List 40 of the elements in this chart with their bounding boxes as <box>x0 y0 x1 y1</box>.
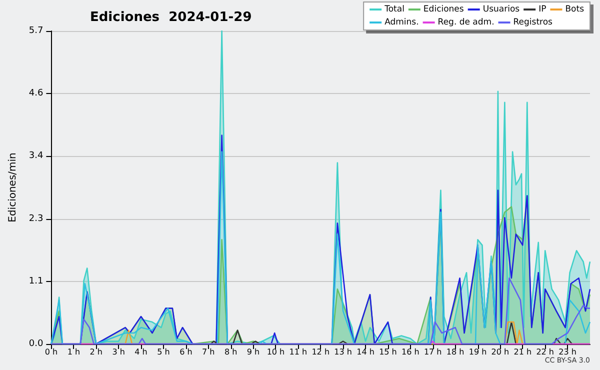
legend-label: Registros <box>513 18 554 28</box>
x-tick-label: 4 h <box>134 348 148 356</box>
x-tick-label: 19 h <box>468 348 487 356</box>
chart-title: Ediciones 2024-01-29 <box>90 10 252 25</box>
x-tick-label: 10 h <box>266 348 285 356</box>
legend-label: IP <box>538 4 546 14</box>
y-tick-label: 2.3 <box>28 214 44 224</box>
x-tick-label: 22 h <box>536 348 554 356</box>
y-tick-label: 1.1 <box>28 276 44 286</box>
legend-label: Bots <box>565 4 585 14</box>
x-tick-label: 12 h <box>312 348 330 356</box>
y-tick-label: 0.0 <box>28 339 44 349</box>
x-tick-label: 5 h <box>157 348 170 356</box>
x-tick-label: 8 h <box>224 348 238 356</box>
x-tick-label: 14 h <box>356 348 374 356</box>
legend-label: Reg. de adm. <box>438 18 494 28</box>
x-tick-label: 18 h <box>446 348 464 356</box>
x-tick-label: 1 h <box>67 348 80 356</box>
x-tick-label: 20 h <box>491 348 510 356</box>
legend-label: Ediciones <box>423 4 464 14</box>
y-tick-label: 5.7 <box>28 26 44 36</box>
x-tick-label: 2 h <box>90 348 102 356</box>
x-tick-label: 13 h <box>334 348 352 356</box>
y-tick-label: 4.6 <box>28 88 44 99</box>
x-tick-label: 16 h <box>402 348 420 356</box>
x-tick-label: 3 h <box>112 348 125 356</box>
legend-label: Usuarios <box>482 4 520 14</box>
x-tick-label: 11 h <box>289 348 308 356</box>
x-tick-label: 21 h <box>514 348 532 356</box>
y-axis-title: Ediciones/min <box>8 152 18 222</box>
y-tick-label: 3.4 <box>28 151 44 162</box>
x-tick-label: 15 h <box>379 348 397 356</box>
x-tick-label: 9 h <box>246 348 260 356</box>
x-tick-label: 17 h <box>424 348 442 356</box>
x-tick-label: 23 h <box>558 348 576 356</box>
legend-label: Admins. <box>384 18 419 28</box>
x-tick-label: 6 h <box>180 348 192 356</box>
x-tick-label: 7 h <box>202 348 215 356</box>
legend-label: Total <box>384 4 404 14</box>
x-tick-label: 0 h <box>44 348 58 356</box>
